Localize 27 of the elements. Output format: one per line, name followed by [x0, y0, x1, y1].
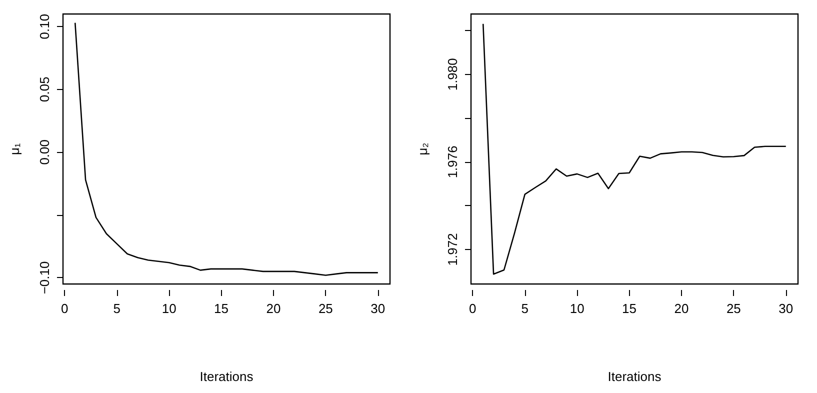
x-tick-label: 20 [266, 301, 281, 316]
y-axis-title: μ₂ [415, 142, 430, 156]
y-tick-label: 1.972 [445, 233, 460, 266]
x-tick-label: 5 [113, 301, 120, 316]
x-tick-label: 5 [521, 301, 528, 316]
line-series [482, 23, 787, 275]
y-tick-label: 0.10 [37, 14, 52, 40]
x-tick-label: 15 [214, 301, 229, 316]
y-tick-label: 1.976 [445, 146, 460, 178]
y-axis-title: μ₁ [7, 142, 22, 155]
x-tick-label: 25 [726, 301, 741, 316]
x-tick-label: 10 [162, 301, 176, 316]
x-axis-title: Iterations [200, 369, 254, 384]
x-tick-label: 30 [778, 301, 794, 316]
y-tick-label: 0.00 [37, 139, 52, 165]
x-tick-label: 30 [370, 301, 386, 316]
y-tick-label: −0.10 [37, 261, 52, 294]
x-tick-label: 0 [61, 301, 68, 316]
x-tick-label: 0 [469, 301, 476, 316]
x-tick-label: 15 [622, 301, 637, 316]
x-tick-label: 10 [570, 301, 584, 316]
y-tick-label: 0.05 [37, 76, 52, 102]
x-axis-title: Iterations [608, 369, 662, 384]
line-series [74, 22, 379, 276]
y-tick-label: 1.980 [445, 58, 460, 91]
x-tick-label: 25 [318, 301, 333, 316]
x-tick-label: 20 [674, 301, 689, 316]
